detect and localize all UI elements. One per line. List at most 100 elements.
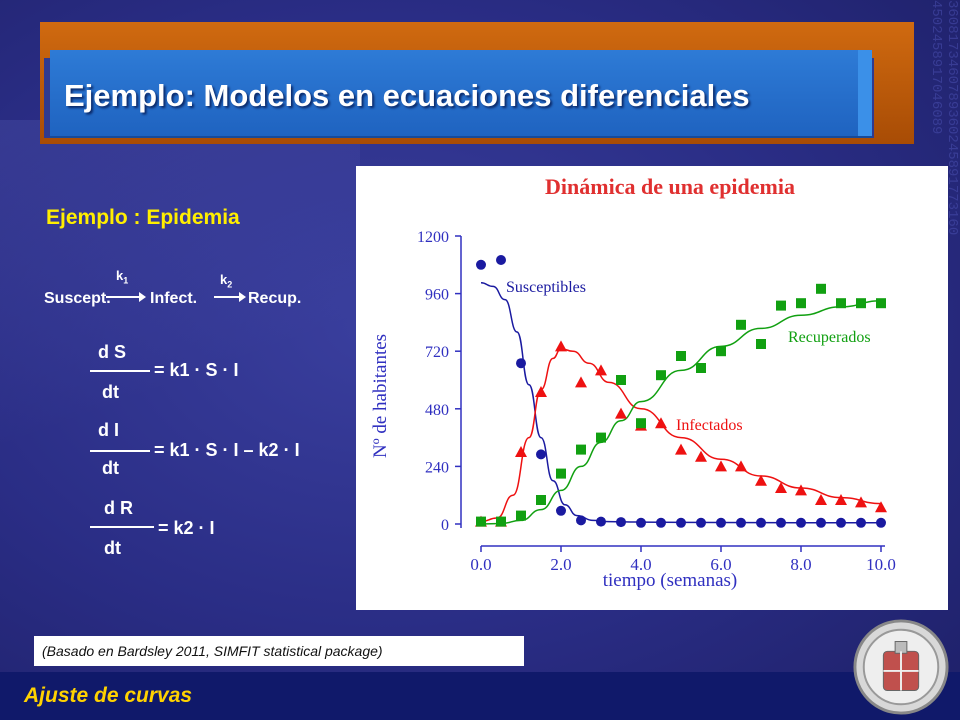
marker-recuperados	[816, 283, 826, 294]
reaction-recovered: Recup.	[248, 290, 302, 307]
y-axis-label: Nº de habitantes	[370, 334, 391, 458]
chart-axes: 0 240 480 720 960 1200 0.0 2.0 4.0 6.0 8.0 10.0	[417, 229, 896, 574]
chart-markers	[475, 255, 887, 528]
eq3-fraction-line	[90, 526, 154, 528]
y-tick-label: 960	[425, 287, 449, 304]
marker-susceptibles	[636, 517, 646, 528]
marker-recuperados	[716, 346, 726, 357]
marker-recuperados	[476, 516, 486, 527]
eq2-fraction-line	[90, 450, 150, 452]
marker-susceptibles	[616, 517, 626, 528]
eq1-fraction-line	[90, 370, 150, 372]
y-tick-label: 0	[441, 517, 449, 534]
marker-recuperados	[756, 339, 766, 349]
marker-recuperados	[596, 432, 606, 443]
marker-infectados	[855, 496, 867, 508]
marker-susceptibles	[496, 255, 506, 265]
x-tick-label: 0.0	[470, 555, 491, 574]
eq1-rhs: = k1 · S · I	[154, 360, 239, 380]
marker-infectados	[875, 501, 887, 513]
eq1-numerator: d S	[98, 342, 127, 362]
marker-recuperados	[796, 298, 806, 309]
eq3-numerator: d R	[104, 498, 133, 518]
marker-infectados	[815, 494, 827, 505]
marker-recuperados	[696, 363, 706, 373]
rate-k2: k2	[220, 272, 233, 290]
marker-recuperados	[676, 351, 686, 361]
marker-susceptibles	[656, 517, 666, 528]
marker-susceptibles	[796, 517, 806, 528]
x-tick-label: 8.0	[790, 555, 811, 574]
marker-infectados	[735, 460, 747, 472]
marker-susceptibles	[716, 517, 726, 528]
marker-susceptibles	[556, 505, 566, 516]
curve-susceptibles	[480, 282, 881, 524]
x-tick-label: 2.0	[550, 555, 571, 574]
marker-susceptibles	[736, 517, 746, 528]
marker-infectados	[655, 417, 667, 429]
background-digits: 3608173460789360245891773160450245891704…	[928, 0, 960, 236]
series-label-susceptibles: Susceptibles	[506, 279, 586, 296]
footer-title: Ajuste de curvas	[24, 684, 193, 707]
background-photo	[0, 120, 360, 540]
epidemic-chart: Dinámica de una epidemia tiempo (semanas…	[370, 174, 896, 591]
rate-k1: k1	[116, 268, 129, 286]
slide-title: Ejemplo: Modelos en ecuaciones diferenci…	[64, 78, 750, 113]
epidemic-chart-panel: Dinámica de una epidemia tiempo (semanas…	[356, 166, 948, 610]
marker-susceptibles	[476, 259, 486, 270]
eq3-rhs: = k2 · I	[158, 518, 215, 538]
series-label-infectados: Infectados	[676, 417, 743, 434]
marker-recuperados	[616, 375, 626, 385]
series-label-recuperados: Recuperados	[788, 329, 871, 346]
marker-recuperados	[576, 444, 586, 455]
marker-infectados	[675, 443, 687, 455]
y-tick-label: 480	[425, 402, 449, 419]
marker-recuperados	[536, 495, 546, 505]
marker-susceptibles	[816, 517, 826, 528]
marker-infectados	[515, 446, 527, 457]
eq3-denominator: dt	[104, 538, 121, 558]
marker-recuperados	[496, 516, 506, 527]
eq2-numerator: d I	[98, 420, 119, 440]
marker-infectados	[535, 386, 547, 397]
x-tick-label: 10.0	[866, 555, 896, 574]
marker-susceptibles	[576, 515, 586, 526]
marker-susceptibles	[676, 517, 686, 528]
marker-susceptibles	[756, 517, 766, 528]
marker-infectados	[715, 460, 727, 472]
marker-susceptibles	[516, 358, 526, 369]
marker-recuperados	[636, 418, 646, 429]
marker-recuperados	[876, 298, 886, 309]
example-label: Ejemplo : Epidemia	[46, 206, 240, 229]
marker-susceptibles	[776, 517, 786, 528]
curve-recuperados	[480, 300, 882, 525]
reaction-arrow-2	[214, 292, 246, 302]
reaction-arrow-1	[106, 292, 146, 302]
marker-recuperados	[656, 370, 666, 381]
chart-curves	[480, 282, 882, 525]
marker-infectados	[595, 364, 607, 376]
title-banner	[50, 50, 872, 136]
y-tick-label: 240	[425, 459, 449, 476]
university-seal-logo	[853, 619, 949, 715]
marker-infectados	[755, 474, 767, 486]
y-tick-label: 720	[425, 344, 449, 361]
marker-infectados	[775, 482, 787, 493]
eq2-denominator: dt	[102, 458, 119, 478]
marker-infectados	[835, 494, 847, 505]
marker-recuperados	[856, 298, 866, 309]
chart-series-labels: Susceptibles Infectados Recuperados	[506, 279, 871, 434]
eq1-denominator: dt	[102, 382, 119, 402]
marker-recuperados	[556, 468, 566, 479]
eq2-rhs: = k1 · S · I – k2 · I	[154, 440, 300, 460]
x-axis-label: tiempo (semanas)	[603, 570, 738, 591]
y-tick-label: 1200	[417, 229, 449, 246]
marker-recuperados	[836, 298, 846, 309]
x-tick-label: 4.0	[630, 555, 651, 574]
marker-susceptibles	[836, 517, 846, 528]
footer-bar	[0, 672, 960, 720]
marker-susceptibles	[536, 449, 546, 460]
marker-susceptibles	[876, 517, 886, 528]
marker-infectados	[695, 450, 707, 462]
marker-recuperados	[516, 510, 526, 521]
